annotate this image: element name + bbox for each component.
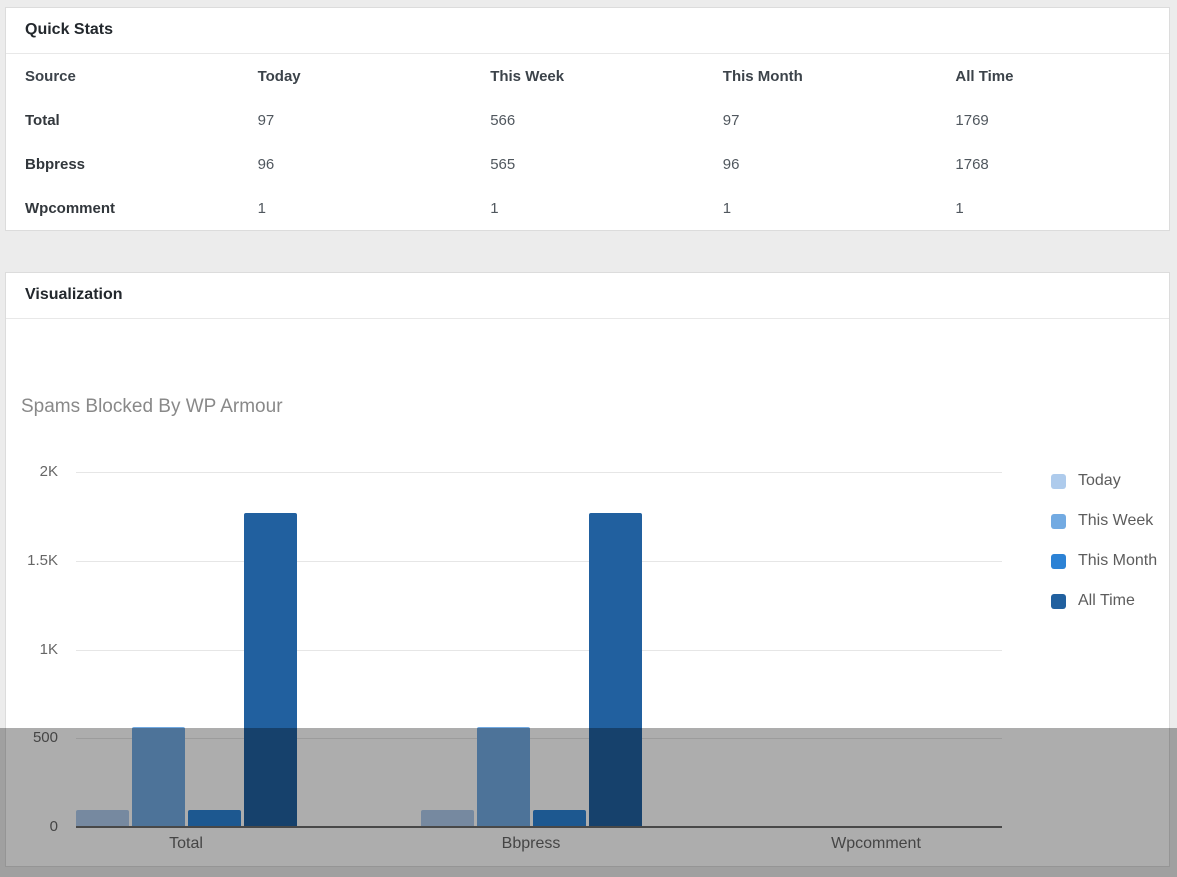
cell-value: 1 — [722, 199, 732, 217]
column-header-all-time: All Time — [955, 67, 1014, 85]
legend-swatch-this-week — [1051, 513, 1066, 529]
table-row-wpcomment: Wpcomment 1 1 1 1 — [6, 186, 1169, 230]
legend-label: This Month — [1078, 552, 1158, 569]
table-row-total: Total 97 566 97 1769 — [6, 98, 1169, 142]
x-axis-label-wpcomment: Wpcomment — [831, 835, 921, 852]
legend-swatch-today — [1051, 473, 1066, 489]
gridline-2k — [76, 472, 1002, 473]
legend-label: This Week — [1078, 512, 1154, 529]
column-header-today: Today — [257, 67, 301, 85]
x-axis-title: Source — [439, 875, 639, 877]
bar-this-week-bbpress[interactable] — [476, 727, 530, 827]
column-header-this-week: This Week — [490, 67, 565, 85]
legend-swatch-all-time — [1051, 593, 1066, 609]
cell-value: 97 — [257, 111, 275, 129]
cell-value: 1 — [955, 199, 964, 217]
table-header-row: Source Today This Week This Month All Ti… — [6, 54, 1169, 98]
table-row-bbpress: Bbpress 96 565 96 1768 — [6, 142, 1169, 186]
column-header-source: Source — [25, 67, 76, 85]
y-axis-tick-label: 1K — [39, 640, 58, 658]
cell-value: 96 — [722, 155, 740, 173]
cell-value: 96 — [257, 155, 275, 173]
screen-dim-overlay — [0, 728, 1177, 877]
bar-this-month-total[interactable] — [187, 810, 241, 827]
y-axis-tick-label: 500 — [32, 729, 58, 747]
bar-today-total[interactable] — [75, 810, 129, 827]
bar-today-bbpress[interactable] — [420, 810, 474, 827]
legend-label: All Time — [1078, 592, 1135, 609]
bar-this-month-bbpress[interactable] — [532, 810, 586, 827]
bar-all-time-bbpress[interactable] — [588, 513, 642, 827]
cell-value: 565 — [490, 155, 516, 173]
quick-stats-table: Source Today This Week This Month All Ti… — [6, 54, 1169, 230]
bar-all-time-total[interactable] — [243, 513, 297, 827]
gridline-500 — [76, 738, 1002, 740]
chart-title: Spams Blocked By WP Armour — [21, 396, 283, 417]
x-axis-line — [76, 826, 1002, 828]
legend-label: Today — [1078, 472, 1121, 489]
row-label: Wpcomment — [25, 199, 115, 217]
cell-value: 1 — [490, 199, 499, 217]
column-header-this-month: This Month — [722, 67, 803, 85]
row-label: Total — [25, 111, 60, 129]
quick-stats-panel: Quick Stats Source Today This Week This … — [5, 7, 1170, 231]
visualization-title: Visualization — [6, 273, 1169, 319]
cell-value: 1768 — [955, 155, 989, 173]
legend-swatch-this-month — [1051, 553, 1066, 569]
legend-item-all-time[interactable]: All Time — [1051, 592, 1135, 609]
y-axis-tick-label: 2K — [39, 463, 58, 480]
quick-stats-title: Quick Stats — [6, 8, 1169, 54]
y-axis-tick-label: 1.5K — [27, 551, 58, 569]
x-axis-label-bbpress: Bbpress — [501, 835, 561, 852]
cell-value: 1769 — [955, 111, 989, 129]
gridline-1k — [76, 649, 1002, 651]
legend-item-this-month[interactable]: This Month — [1051, 552, 1158, 569]
x-axis-label-total: Total — [169, 835, 203, 852]
cell-value: 1 — [257, 199, 266, 217]
cell-value: 97 — [722, 111, 740, 129]
spam-bar-chart: Spams Blocked By WP Armour 0 500 1K 1.5K 2K T… — [6, 319, 1169, 877]
legend-item-today[interactable]: Today — [1051, 472, 1121, 489]
row-label: Bbpress — [25, 155, 86, 173]
bar-this-week-total[interactable] — [131, 727, 185, 827]
cell-value: 566 — [490, 111, 516, 129]
gridline-1-5k — [76, 560, 1002, 562]
legend-item-this-week[interactable]: This Week — [1051, 512, 1154, 529]
y-axis-tick-label: 0 — [49, 818, 58, 835]
visualization-panel: Visualization Spams Blocked By WP Armour… — [5, 272, 1170, 877]
